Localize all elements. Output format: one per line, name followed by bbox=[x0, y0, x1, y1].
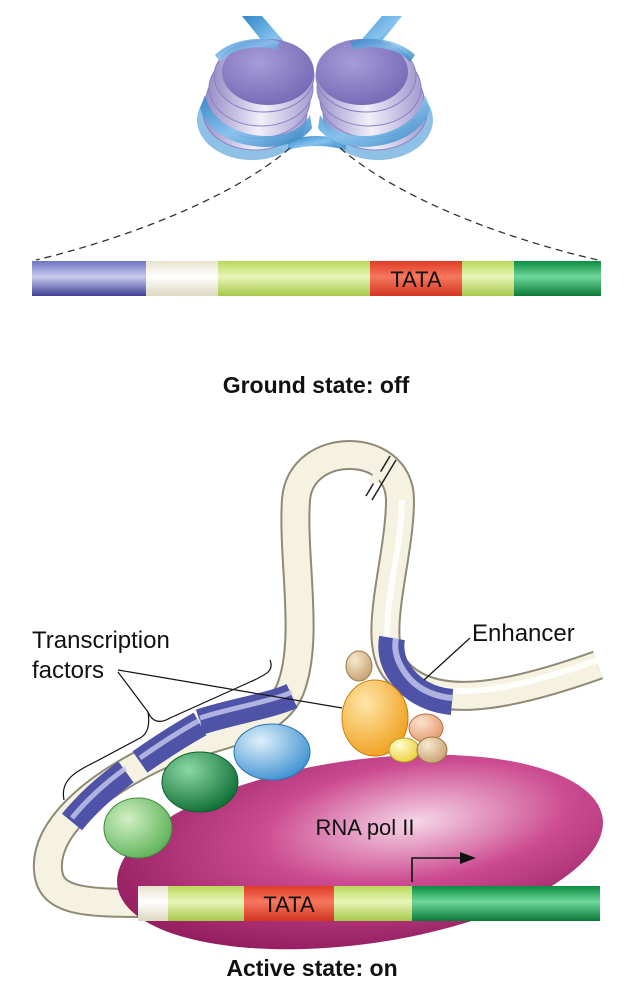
break-mark-2 bbox=[371, 459, 397, 501]
dna-segment-green bbox=[514, 261, 601, 296]
tf-light-green bbox=[103, 797, 173, 859]
tf-dark-green bbox=[161, 751, 239, 813]
nucleosome-pair bbox=[197, 16, 433, 160]
activator-orange bbox=[341, 679, 409, 757]
transcription-start-arrow bbox=[411, 852, 476, 882]
tf-binding-segment-3 bbox=[61, 761, 134, 831]
tf-label-line2: factors bbox=[32, 657, 104, 684]
dna-active-lime-2 bbox=[334, 886, 412, 921]
dna-active-cream bbox=[138, 886, 168, 921]
tata-label: TATA bbox=[390, 267, 442, 292]
coactivator-yellow bbox=[388, 737, 420, 763]
tata-box bbox=[370, 261, 462, 296]
dna-active-lime bbox=[168, 886, 244, 921]
linear-dna-active: TATA bbox=[138, 886, 600, 921]
dna-active-green bbox=[412, 886, 600, 921]
tf-binding-segment-2 bbox=[132, 712, 207, 773]
dna-segment-lime-2 bbox=[462, 261, 514, 296]
zoom-line-right bbox=[339, 147, 599, 261]
linear-dna-ground: TATA bbox=[32, 261, 601, 296]
dna-segment-blue bbox=[32, 261, 146, 296]
tf-light-blue bbox=[233, 723, 311, 781]
dna-segment-cream bbox=[146, 261, 218, 296]
nucleosome-right bbox=[315, 38, 433, 160]
enhancer-pointer bbox=[423, 637, 471, 681]
coactivator-tan-2 bbox=[416, 736, 448, 764]
dna-segment-lime bbox=[218, 261, 370, 296]
nucleosome-left bbox=[197, 38, 315, 160]
coactivator-tan bbox=[345, 650, 373, 682]
zoom-line-left bbox=[35, 147, 291, 261]
rna-pol-label: RNA pol II bbox=[315, 815, 414, 840]
enhancer-segment bbox=[378, 635, 454, 715]
enhancer-label: Enhancer bbox=[472, 620, 575, 647]
tf-pointer-bracket bbox=[117, 671, 149, 713]
tf-label-line1: Transcription bbox=[32, 627, 170, 654]
tf-pointer-activator bbox=[117, 669, 343, 709]
tata-box-active bbox=[244, 886, 334, 921]
active-state-caption: Active state: on bbox=[226, 955, 397, 981]
tata-label-active: TATA bbox=[263, 892, 315, 917]
tf-bracket bbox=[62, 659, 272, 801]
ground-state-caption: Ground state: off bbox=[223, 372, 410, 398]
